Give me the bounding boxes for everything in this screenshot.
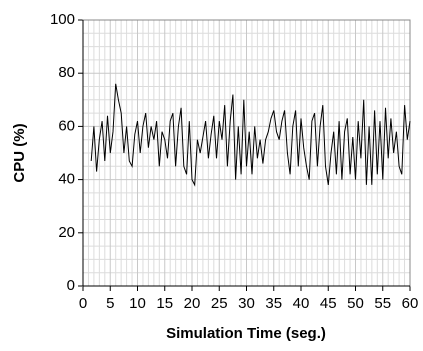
x-tick-label: 60 (402, 295, 419, 312)
x-tick-label: 20 (184, 295, 201, 312)
x-tick-label: 55 (374, 295, 391, 312)
x-tick-label: 40 (293, 295, 310, 312)
data-line (90, 83, 411, 187)
y-axis-title: CPU (%) (11, 123, 28, 182)
y-tick-label: 20 (58, 224, 75, 241)
x-tick-label: 35 (265, 295, 282, 312)
x-tick-label: 45 (320, 295, 337, 312)
y-tick-label: 40 (58, 171, 75, 188)
x-tick-label: 25 (211, 295, 228, 312)
x-tick-label: 0 (79, 295, 87, 312)
x-tick-label: 5 (106, 295, 114, 312)
x-tick-label: 15 (156, 295, 173, 312)
x-tick-label: 10 (129, 295, 146, 312)
y-tick-label: 60 (58, 117, 75, 134)
x-axis-title: Simulation Time (seg.) (166, 325, 326, 342)
y-tick-label: 80 (58, 64, 75, 81)
x-tick-label: 30 (238, 295, 255, 312)
x-tick-label: 50 (347, 295, 364, 312)
y-tick-label: 0 (67, 277, 75, 294)
y-tick-label: 100 (50, 11, 75, 28)
